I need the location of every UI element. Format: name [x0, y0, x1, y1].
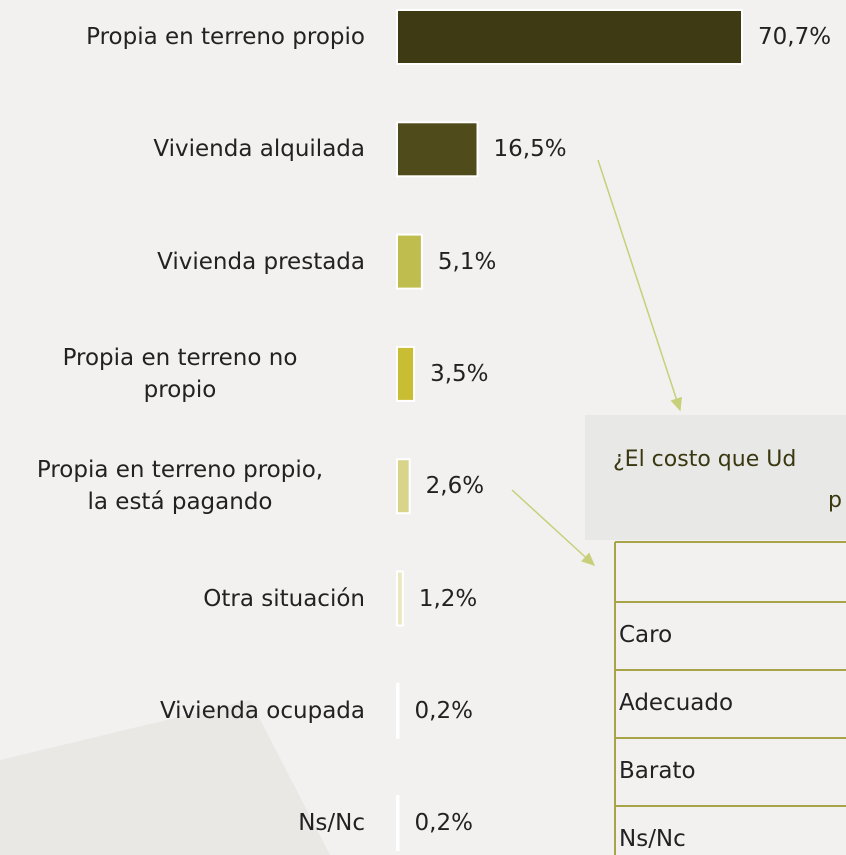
- bar: [396, 121, 479, 178]
- bar: [396, 458, 411, 515]
- category-label: Propia en terreno propio, la está pagand…: [36, 457, 324, 516]
- bar: [396, 795, 400, 852]
- value-label: 70,7%: [758, 24, 832, 50]
- panel-header: [585, 415, 846, 540]
- table-row-label: Caro: [619, 622, 673, 648]
- background-shape: [0, 700, 330, 855]
- category-label: Propia en terreno propio: [86, 24, 365, 50]
- value-label: 0,2%: [414, 810, 473, 837]
- panel-title: p: [828, 488, 842, 513]
- value-label: 0,2%: [414, 697, 473, 724]
- value-label: 16,5%: [493, 136, 567, 163]
- value-label: 5,1%: [437, 248, 497, 275]
- bar: [396, 570, 404, 627]
- value-label: 1,2%: [418, 585, 478, 612]
- category-label: Vivienda prestada: [157, 248, 365, 275]
- table-row-label: Barato: [619, 758, 696, 784]
- value-label: 3,5%: [430, 360, 489, 387]
- bar: [396, 345, 416, 402]
- arrow: [511, 489, 596, 567]
- category-label: Otra situación: [203, 585, 365, 612]
- bar: [396, 9, 743, 65]
- bar: [396, 682, 400, 739]
- table-lines: [614, 541, 846, 855]
- category-label: Vivienda ocupada: [159, 697, 365, 724]
- table-row-label: Ns/Nc: [619, 826, 686, 852]
- category-label: Propia en terreno no propio: [62, 344, 298, 403]
- value-label: 2,6%: [425, 473, 485, 500]
- arrow: [597, 159, 682, 412]
- table-row-label: Adecuado: [619, 690, 734, 716]
- category-label: Ns/Nc: [298, 810, 365, 837]
- panel-title: ¿El costo que Ud: [613, 447, 797, 472]
- bar: [396, 233, 423, 290]
- category-label: Vivienda alquilada: [153, 136, 365, 163]
